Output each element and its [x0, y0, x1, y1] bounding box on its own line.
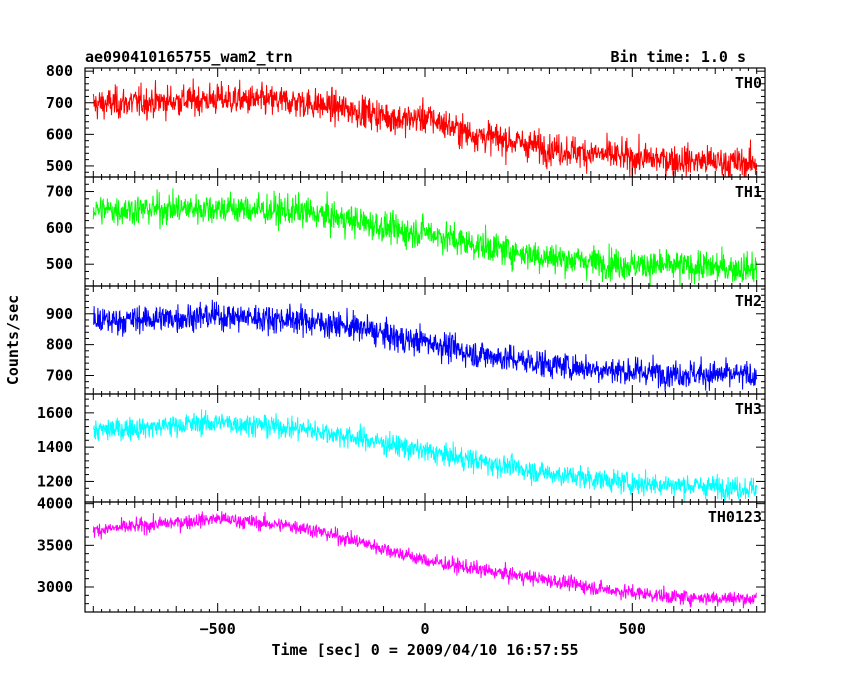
y-tick-label: 4000 — [37, 495, 73, 513]
y-tick-label: 700 — [46, 366, 73, 384]
y-tick-label: 700 — [46, 183, 73, 201]
y-tick-label: 800 — [46, 62, 73, 80]
y-axis-label: Counts/sec — [4, 295, 22, 385]
panel-label-th1: TH1 — [735, 183, 762, 201]
series-line-th2 — [92, 299, 758, 392]
x-tick-label: 0 — [420, 620, 429, 638]
x-axis: −500 0 500 — [200, 620, 646, 638]
panel-th0123: 3000 3500 4000 TH0123 — [37, 495, 766, 613]
series-line-th0123 — [92, 511, 757, 609]
series-line-th1 — [92, 188, 758, 286]
y-tick-label: 500 — [46, 255, 73, 273]
y-tick-label: 1600 — [37, 404, 73, 422]
x-axis-label: Time [sec] 0 = 2009/04/10 16:57:55 — [271, 641, 578, 659]
y-tick-label: 500 — [46, 157, 73, 175]
y-tick-label: 900 — [46, 305, 73, 323]
panel-th1: 500 600 700 TH1 — [46, 176, 766, 287]
y-tick-label: 600 — [46, 125, 73, 143]
chart-title: ae090410165755_wam2_trn — [85, 48, 293, 66]
panel-label-th3: TH3 — [735, 400, 762, 418]
y-tick-label: 800 — [46, 336, 73, 354]
panel-th3: 1200 1400 1600 TH3 — [37, 393, 766, 503]
series-line-th0 — [92, 78, 758, 177]
y-tick-label: 3500 — [37, 536, 73, 554]
bin-time-label: Bin time: 1.0 s — [611, 48, 746, 66]
y-tick-label: 1400 — [37, 438, 73, 456]
panels: 500 600 700 800 TH0 500 600 700 TH1 700 800 900 TH2 1… — [37, 62, 766, 613]
series-line-th3 — [93, 409, 758, 502]
x-tick-label: −500 — [200, 620, 236, 638]
y-tick-label: 1200 — [37, 472, 73, 490]
panel-label-th0123: TH0123 — [708, 508, 762, 526]
y-tick-label: 600 — [46, 219, 73, 237]
y-tick-label: 700 — [46, 94, 73, 112]
panel-th0: 500 600 700 800 TH0 — [46, 62, 766, 178]
panel-th2: 700 800 900 TH2 — [46, 285, 766, 395]
panel-label-th2: TH2 — [735, 292, 762, 310]
panel-label-th0: TH0 — [735, 74, 762, 92]
y-tick-label: 3000 — [37, 578, 73, 596]
x-tick-label: 500 — [619, 620, 646, 638]
